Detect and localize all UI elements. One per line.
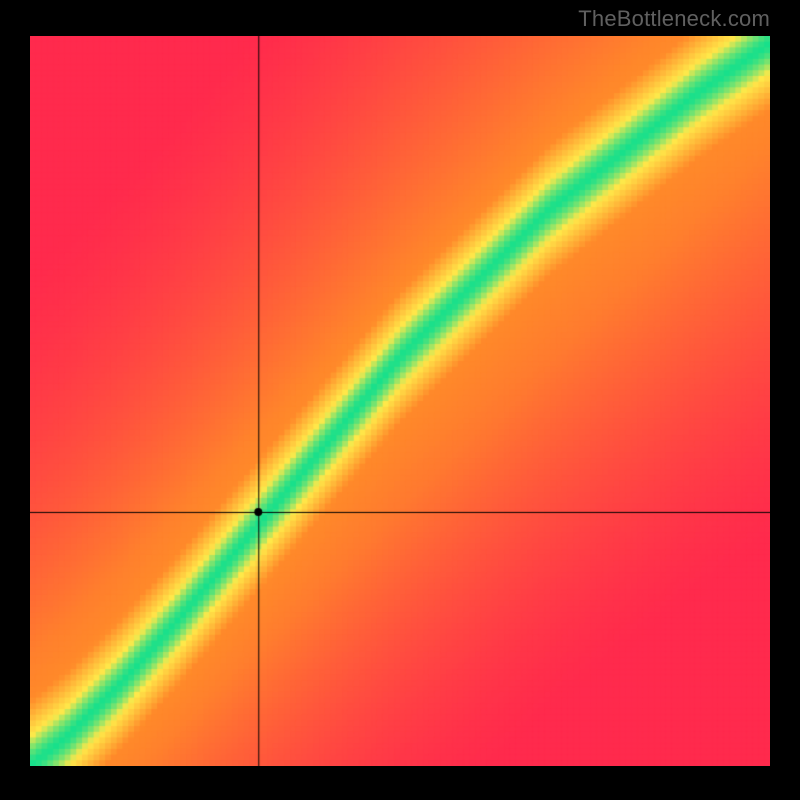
heatmap-canvas bbox=[30, 36, 770, 766]
chart-frame: TheBottleneck.com bbox=[0, 0, 800, 800]
watermark-text: TheBottleneck.com bbox=[578, 6, 770, 32]
plot-area bbox=[30, 36, 770, 766]
